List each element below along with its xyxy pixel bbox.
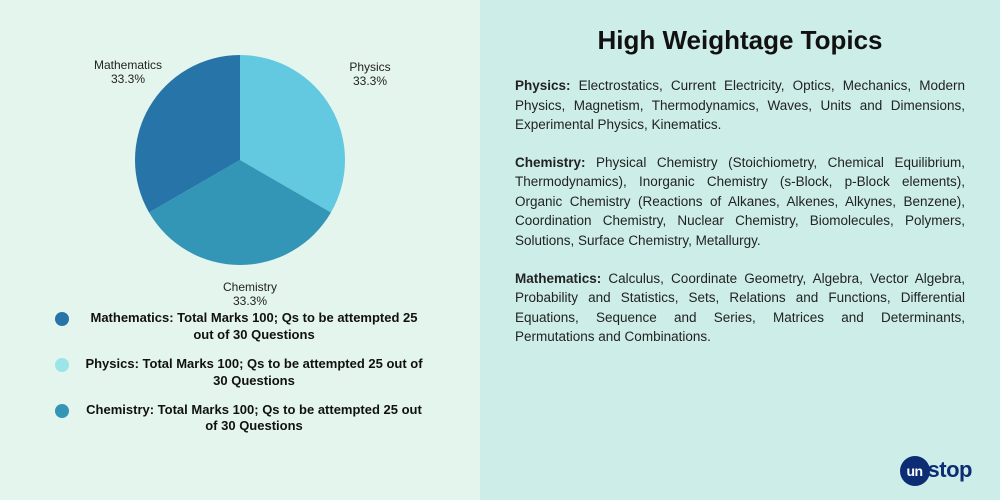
- legend: Mathematics: Total Marks 100; Qs to be a…: [30, 310, 450, 435]
- topic-name: Mathematics:: [515, 271, 608, 286]
- logo-prefix: un: [900, 456, 930, 486]
- brand-logo: unstop: [900, 456, 972, 486]
- pie-label-physics: Physics33.3%: [349, 60, 390, 89]
- topic-name: Chemistry:: [515, 155, 596, 170]
- panel-title: High Weightage Topics: [515, 25, 965, 56]
- topics-list: Physics: Electrostatics, Current Electri…: [515, 76, 965, 347]
- topic-block: Physics: Electrostatics, Current Electri…: [515, 76, 965, 135]
- legend-text: Physics: Total Marks 100; Qs to be attem…: [83, 356, 425, 390]
- legend-dot-icon: [55, 404, 69, 418]
- left-panel: Physics33.3% Chemistry33.3% Mathematics33.…: [0, 0, 480, 500]
- legend-item: Chemistry: Total Marks 100; Qs to be att…: [55, 402, 425, 436]
- pie-label-mathematics: Mathematics33.3%: [94, 58, 162, 87]
- legend-item: Mathematics: Total Marks 100; Qs to be a…: [55, 310, 425, 344]
- legend-dot-icon: [55, 312, 69, 326]
- topic-body: Electrostatics, Current Electricity, Opt…: [515, 78, 965, 132]
- right-panel: High Weightage Topics Physics: Electrost…: [480, 0, 1000, 500]
- topic-block: Chemistry: Physical Chemistry (Stoichiom…: [515, 153, 965, 251]
- legend-text: Chemistry: Total Marks 100; Qs to be att…: [83, 402, 425, 436]
- legend-text: Mathematics: Total Marks 100; Qs to be a…: [83, 310, 425, 344]
- pie-chart-area: Physics33.3%Chemistry33.3%Mathematics33.…: [30, 20, 450, 300]
- logo-suffix: stop: [928, 457, 972, 482]
- pie-label-chemistry: Chemistry33.3%: [223, 280, 277, 309]
- legend-item: Physics: Total Marks 100; Qs to be attem…: [55, 356, 425, 390]
- legend-dot-icon: [55, 358, 69, 372]
- pie-chart: [0, 15, 480, 305]
- topic-name: Physics:: [515, 78, 579, 93]
- topic-block: Mathematics: Calculus, Coordinate Geomet…: [515, 269, 965, 347]
